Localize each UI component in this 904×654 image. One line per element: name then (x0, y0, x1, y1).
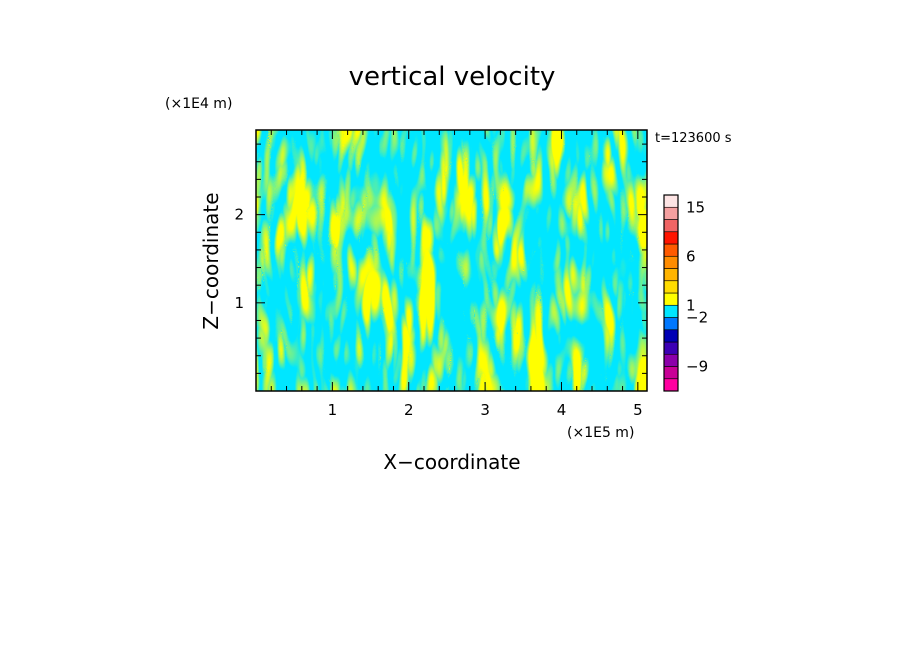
colorbar-swatch (663, 268, 679, 282)
x-tick-label: 2 (404, 401, 414, 419)
y-unit-label: (×1E4 m) (165, 96, 232, 112)
plot-frame (255, 129, 648, 392)
time-label: t=123600 s (655, 131, 732, 146)
colorbar-swatch (663, 292, 679, 306)
y-axis-title: Z−coordinate (199, 192, 223, 329)
colorbar-swatch (663, 353, 679, 367)
x-tick-label: 4 (557, 401, 567, 419)
colorbar-swatch (663, 255, 679, 269)
colorbar-label: 1 (686, 296, 696, 314)
x-unit-label: (×1E5 m) (567, 425, 634, 441)
field-positive (256, 130, 647, 391)
colorbar-swatch (663, 317, 679, 331)
colorbar-swatch (663, 194, 679, 208)
x-axis-title: X−coordinate (383, 450, 520, 474)
colorbar-swatch (663, 341, 679, 355)
colorbar-swatch (663, 219, 679, 233)
y-tick-label: 1 (234, 294, 244, 312)
y-tick-label: 2 (234, 206, 244, 224)
x-axis: 1 2 3 4 5 (270, 130, 643, 419)
colorbar-label: −9 (686, 358, 708, 376)
chart-title: vertical velocity (349, 62, 556, 92)
colorbar-swatch (663, 378, 679, 392)
colorbar-swatch (663, 243, 679, 257)
plot-area (256, 130, 647, 391)
y-axis: 12 (234, 143, 647, 374)
colorbar-label: −2 (686, 309, 708, 327)
colorbar-swatch (663, 206, 679, 220)
colorbar-label: 15 (686, 198, 705, 216)
colorbar-swatch (663, 231, 679, 245)
colorbar-swatch (663, 366, 679, 380)
x-tick-label: 3 (480, 401, 490, 419)
x-tick-label: 1 (328, 401, 338, 419)
colorbar-swatch (663, 280, 679, 294)
x-tick-label: 5 (633, 401, 643, 419)
colorbar-frame (663, 194, 679, 392)
colorbar: −9 −21 6 15 (663, 194, 708, 392)
colorbar-swatch (663, 304, 679, 318)
colorbar-label: 6 (686, 247, 696, 265)
colorbar-swatch (663, 329, 679, 343)
